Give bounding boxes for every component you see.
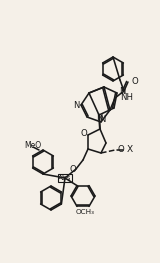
Text: OCH₃: OCH₃	[76, 209, 95, 215]
Text: N: N	[73, 100, 79, 109]
Text: O: O	[118, 144, 125, 154]
Text: N: N	[96, 114, 102, 123]
Text: N: N	[119, 88, 125, 97]
Text: NH: NH	[120, 93, 133, 102]
Text: Abs: Abs	[58, 175, 72, 181]
Text: O: O	[70, 164, 76, 174]
Bar	[58, 174, 72, 182]
Text: O: O	[132, 78, 139, 87]
Text: X: X	[127, 144, 133, 154]
Text: MeO: MeO	[24, 140, 41, 149]
Text: N: N	[99, 114, 105, 124]
Text: O: O	[81, 129, 87, 138]
